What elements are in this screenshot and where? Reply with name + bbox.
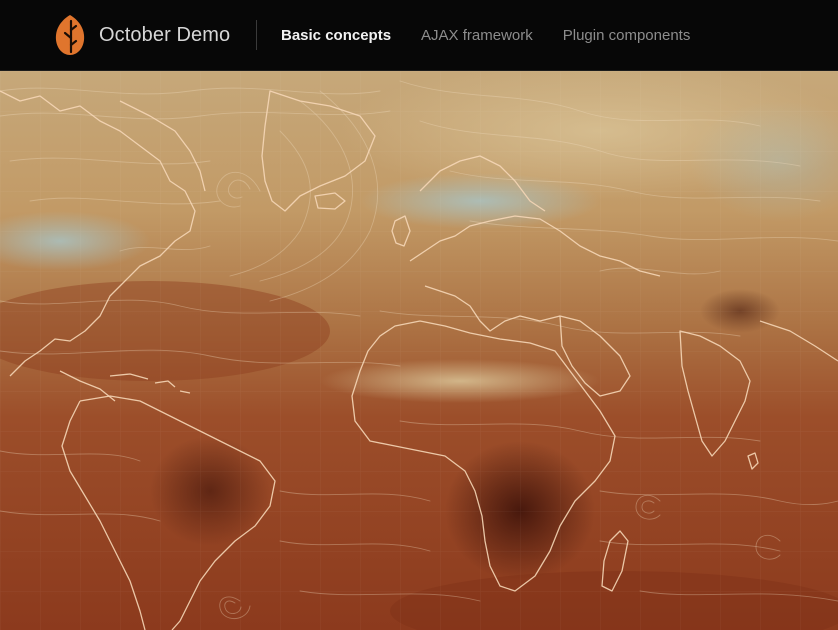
brand-link[interactable]: October Demo [54,14,230,56]
brand-title: October Demo [99,23,231,46]
top-navbar: October Demo Basic concepts AJAX framewo… [0,0,838,71]
nav-item-ajax-framework[interactable]: AJAX framework [421,27,533,44]
nav-item-basic-concepts[interactable]: Basic concepts [281,27,392,44]
earth-wind-map [0,71,838,630]
main-nav: Basic concepts AJAX framework Plugin com… [281,0,720,71]
leaf-logo-icon [55,15,85,55]
nav-item-plugin-components[interactable]: Plugin components [562,27,691,44]
nav-divider [256,20,257,50]
